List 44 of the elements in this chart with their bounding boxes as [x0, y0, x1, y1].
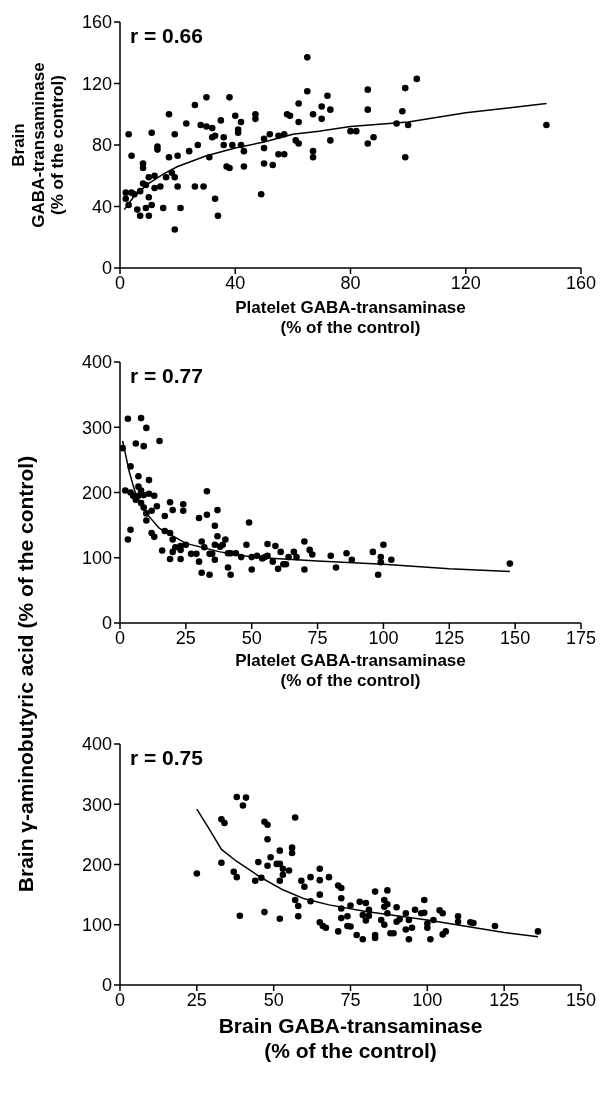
y-tick-label: 200 — [81, 854, 112, 875]
x-tick-label: 150 — [565, 989, 597, 1010]
x-tick-label: 75 — [307, 627, 328, 648]
y-tick-label: 400 — [81, 734, 112, 755]
x-tick-label: 50 — [263, 989, 284, 1010]
annotation: r = 0.66 — [130, 24, 203, 48]
x-axis-title: Platelet GABA-transaminase (% of the control) — [234, 651, 467, 692]
x-tick-label: 0 — [114, 989, 126, 1010]
x-tick-label: 175 — [565, 627, 597, 648]
x-tick-label: 0 — [114, 627, 126, 648]
y-tick-label: 100 — [81, 548, 112, 569]
y-axis-title: Brain γ-aminobutyric acid (% of the control) — [13, 454, 38, 894]
y-tick-label: 0 — [101, 258, 112, 279]
y-tick-label: 300 — [81, 417, 112, 438]
annotation: r = 0.77 — [130, 364, 203, 388]
x-tick-label: 125 — [434, 627, 465, 648]
x-axis-title: Platelet GABA-transaminase (% of the control) — [234, 298, 467, 339]
x-tick-label: 125 — [489, 989, 520, 1010]
y-tick-label: 0 — [101, 613, 112, 634]
y-axis-title: Brain GABA-transaminase (% of the control) — [8, 61, 68, 230]
y-tick-label: 80 — [91, 135, 112, 156]
y-tick-label: 40 — [91, 196, 112, 217]
y-tick-label: 160 — [81, 12, 112, 33]
x-tick-label: 160 — [565, 272, 597, 293]
x-tick-label: 0 — [114, 272, 126, 293]
x-tick-label: 80 — [340, 272, 361, 293]
y-tick-label: 100 — [81, 915, 112, 936]
x-tick-label: 75 — [340, 989, 361, 1010]
y-tick-label: 120 — [81, 73, 112, 94]
x-tick-label: 100 — [412, 989, 443, 1010]
y-tick-label: 200 — [81, 482, 112, 503]
x-tick-label: 25 — [175, 627, 196, 648]
y-tick-label: 300 — [81, 794, 112, 815]
x-axis-title: Brain GABA-transaminase (% of the control) — [217, 1013, 484, 1064]
x-tick-label: 150 — [500, 627, 531, 648]
x-tick-label: 40 — [225, 272, 246, 293]
y-tick-label: 400 — [81, 352, 112, 373]
y-tick-label: 0 — [101, 975, 112, 996]
x-tick-label: 120 — [450, 272, 481, 293]
line-series — [123, 102, 548, 211]
x-tick-label: 50 — [241, 627, 262, 648]
annotation: r = 0.75 — [130, 746, 203, 770]
x-tick-label: 25 — [186, 989, 207, 1010]
x-tick-label: 100 — [368, 627, 399, 648]
